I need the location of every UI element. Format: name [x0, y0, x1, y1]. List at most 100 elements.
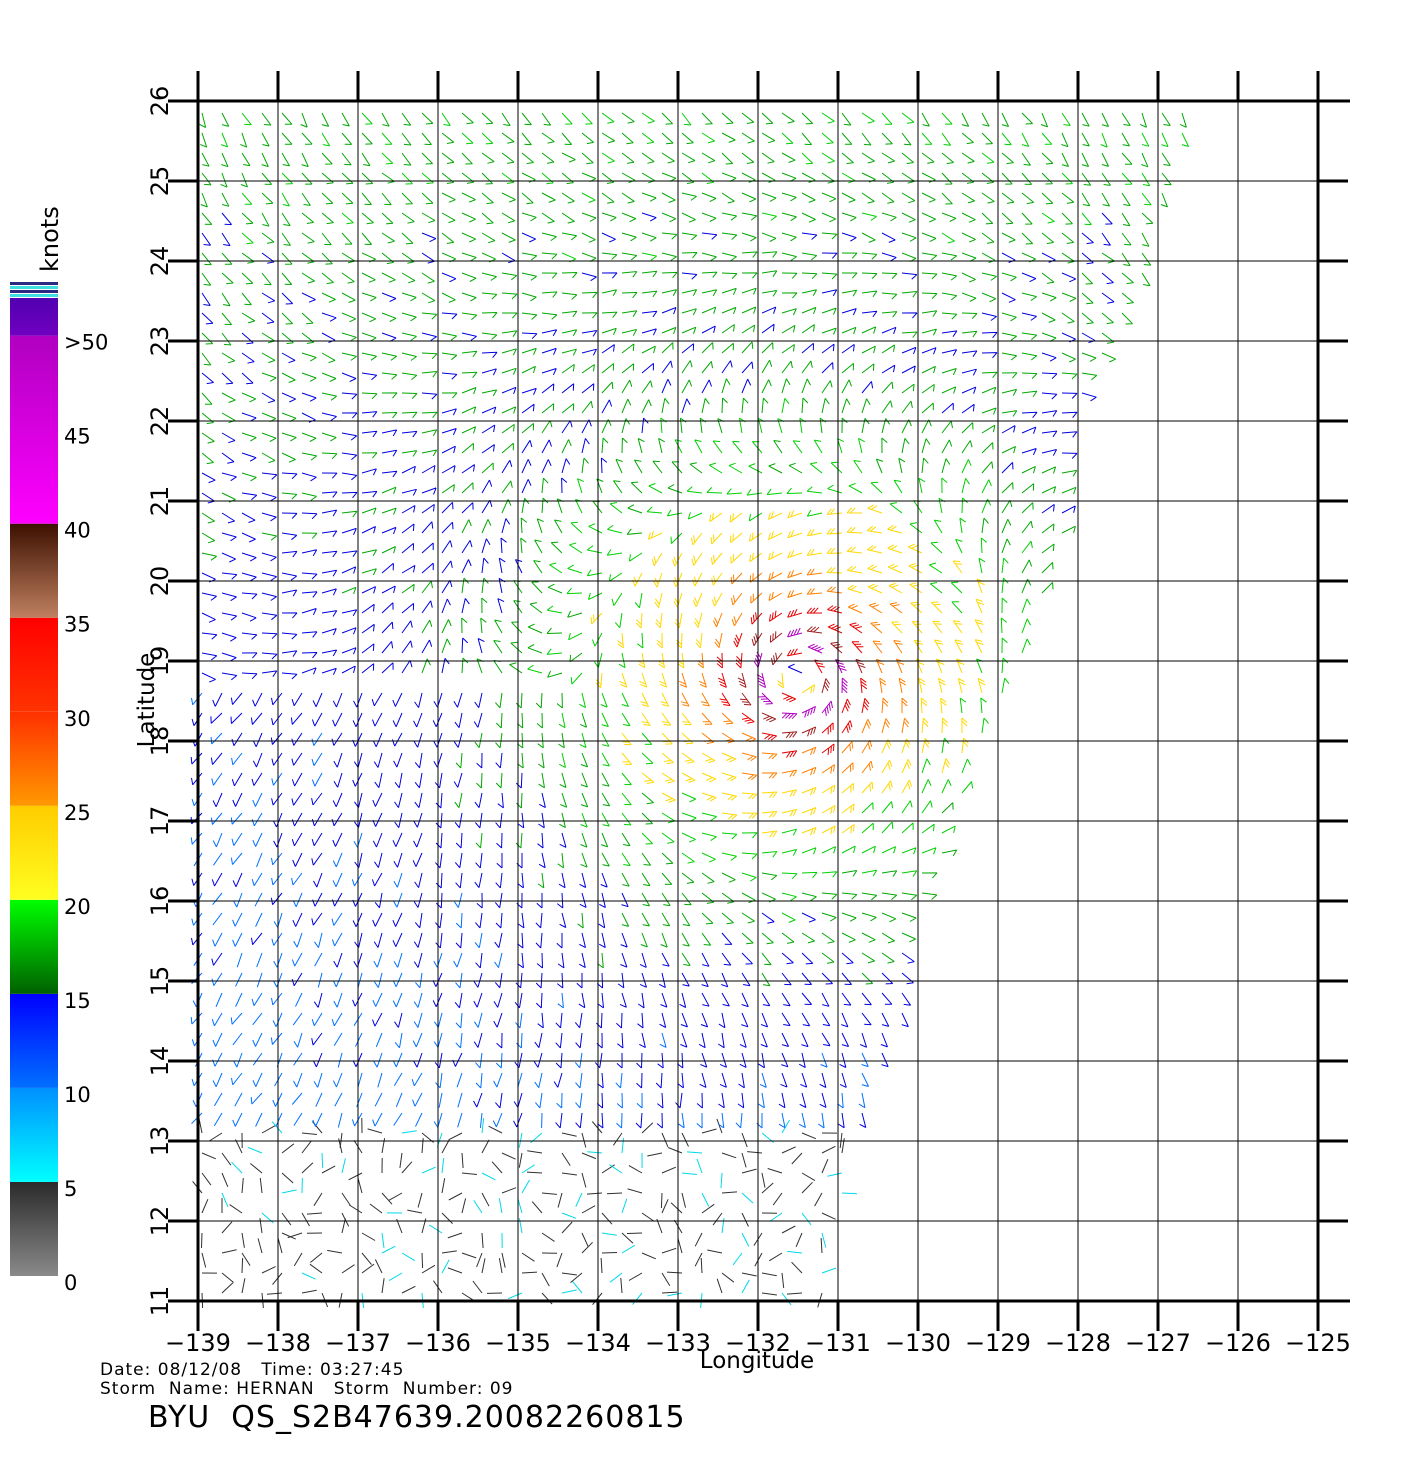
wind-barb [221, 632, 237, 642]
wind-barb [401, 660, 413, 674]
wind-barb [441, 232, 455, 244]
wind-barb [721, 306, 737, 315]
wind-barb [881, 801, 894, 814]
wind-barb [777, 672, 784, 689]
wind-barb [601, 1212, 613, 1225]
wind-barb [761, 810, 778, 818]
wind-barb [327, 1249, 343, 1254]
y-tick-label: 25 [146, 166, 174, 197]
wind-barb [312, 1112, 323, 1127]
wind-barb [761, 251, 778, 258]
wind-barb [1141, 252, 1152, 266]
wind-barb [479, 1112, 483, 1128]
wind-barb [281, 412, 297, 423]
wind-barb [681, 272, 698, 280]
wind-barb [199, 112, 207, 128]
wind-barb [438, 1092, 443, 1108]
wind-barb [561, 458, 571, 474]
wind-barb [921, 272, 938, 280]
wind-barb [661, 1272, 671, 1287]
wind-barb [251, 992, 263, 1006]
wind-barb [597, 992, 604, 1009]
wind-barb [1041, 372, 1058, 380]
wind-barb [271, 772, 283, 786]
wind-barb [732, 440, 743, 454]
wind-barb [377, 1072, 383, 1088]
wind-barb [372, 1112, 383, 1127]
wind-barb [821, 952, 835, 964]
wind-barb [741, 341, 754, 354]
wind-barb [1001, 132, 1012, 146]
wind-barb [761, 379, 772, 394]
wind-barb [921, 823, 935, 834]
wind-barb [521, 459, 532, 474]
wind-barb [536, 952, 543, 969]
wind-barb [801, 746, 817, 756]
wind-barb [901, 822, 914, 834]
wind-barb [601, 252, 618, 260]
wind-barb [1001, 152, 1014, 165]
wind-barb [521, 1179, 530, 1194]
wind-barb [867, 545, 883, 554]
wind-barb [681, 172, 695, 184]
wind-barb [921, 192, 936, 203]
wind-barb [841, 1032, 850, 1047]
wind-barb [694, 1232, 703, 1247]
wind-barb [301, 591, 318, 598]
wind-barb [741, 792, 758, 800]
wind-barb [531, 1201, 543, 1214]
wind-barb [538, 812, 545, 829]
wind-barb [721, 772, 737, 782]
wind-barb [541, 347, 557, 356]
wind-barb [841, 783, 854, 794]
wind-barb [559, 772, 567, 788]
wind-barb [901, 952, 915, 964]
wind-barb [401, 1285, 416, 1294]
wind-barb [721, 152, 734, 165]
wind-barb [441, 372, 458, 380]
wind-barb [875, 458, 884, 474]
wind-barb [767, 1168, 783, 1174]
wind-barb [941, 272, 957, 281]
wind-barb [414, 752, 423, 769]
wind-barb [768, 531, 783, 541]
wind-barb [291, 732, 303, 746]
wind-barb [301, 1132, 317, 1135]
x-tick-label: −132 [725, 1329, 791, 1357]
wind-barb [361, 490, 378, 498]
wind-barb [701, 212, 717, 222]
wind-barb [660, 992, 668, 1008]
wind-barb [412, 852, 423, 867]
wind-barb [881, 437, 888, 454]
wind-barb [1001, 312, 1017, 322]
wind-barb [292, 852, 303, 867]
wind-barb [806, 529, 823, 537]
wind-barb [861, 718, 872, 734]
wind-barb [677, 652, 685, 669]
wind-barb [881, 292, 898, 300]
wind-barb [421, 465, 436, 474]
wind-barb [901, 365, 916, 374]
wind-barb [961, 330, 978, 338]
wind-barb [401, 112, 412, 126]
wind-barb [372, 712, 383, 727]
wind-barb [841, 932, 856, 943]
wind-barb [261, 670, 278, 677]
wind-barb [281, 312, 293, 325]
wind-barb [961, 737, 969, 754]
wind-barb [761, 712, 777, 723]
wind-barb [461, 502, 474, 514]
wind-barb [700, 1012, 709, 1028]
wind-barb [841, 417, 848, 434]
wind-barb [421, 503, 435, 514]
wind-barb [414, 912, 423, 929]
wind-barb [321, 452, 338, 460]
wind-barb [270, 892, 283, 906]
wind-barb [461, 540, 473, 554]
wind-barb [401, 523, 415, 534]
wind-barb [637, 438, 645, 454]
wind-barb [215, 992, 223, 1007]
wind-barb [517, 952, 524, 969]
wind-barb [393, 852, 403, 868]
wind-barb [821, 307, 837, 315]
